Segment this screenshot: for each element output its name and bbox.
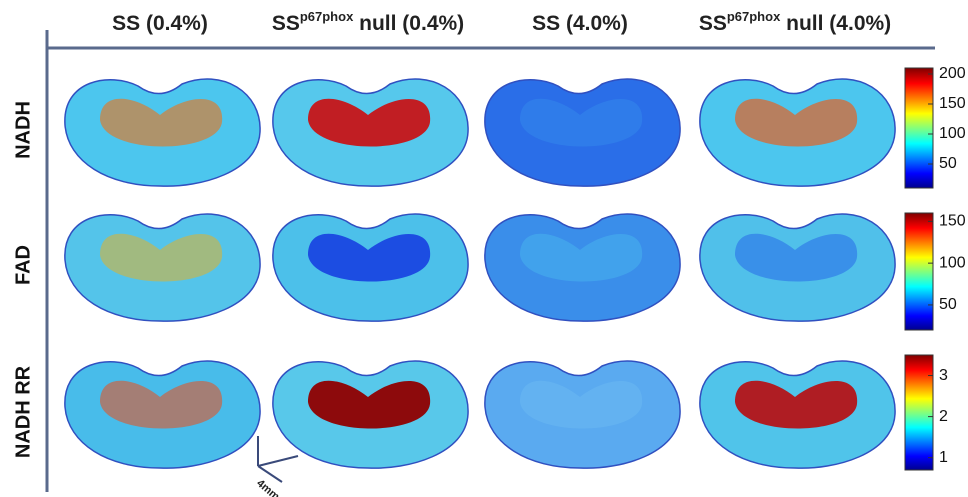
kidney-image <box>64 78 261 187</box>
header-text: null (4.0%) <box>780 12 891 35</box>
kidney-tissue <box>484 213 681 322</box>
header-text: null (0.4%) <box>353 12 464 35</box>
kidney-tissue <box>484 360 681 469</box>
header-text: (4.0%) <box>560 12 628 35</box>
colorbar-tick-label: 50 <box>939 155 957 172</box>
kidney-image <box>484 78 681 187</box>
kidney-core <box>520 98 643 147</box>
column-header: SSp67phox null (4.0%) <box>699 9 891 34</box>
kidney-core <box>308 380 431 429</box>
kidney-image <box>699 213 896 322</box>
kidney-tissue <box>64 213 261 322</box>
colorbar-tick-label: 150 <box>939 95 966 112</box>
row-label: FAD <box>12 245 34 285</box>
kidney-core <box>735 380 858 429</box>
kidney-image <box>64 360 261 469</box>
colorbar <box>904 354 934 471</box>
colorbar-tick-label: 3 <box>939 367 948 384</box>
superscript: p67phox <box>300 9 354 24</box>
kidney-image <box>272 360 469 469</box>
kidney-core <box>735 98 858 147</box>
header-text: (0.4%) <box>140 12 208 35</box>
header-text: SS <box>532 12 560 35</box>
colorbar <box>904 212 934 331</box>
kidney-core <box>735 233 858 282</box>
colorbar <box>904 67 934 189</box>
column-header: SSp67phox null (0.4%) <box>272 9 464 34</box>
colorbar-tick-label: 100 <box>939 125 966 142</box>
header-text: SS <box>699 12 727 35</box>
row-label: NADH RR <box>12 365 34 458</box>
colorbar-tick-label: 2 <box>939 408 948 425</box>
kidney-image <box>484 360 681 469</box>
colorbar-tick-label: 50 <box>939 296 957 313</box>
row-label: NADH <box>12 101 34 159</box>
column-header: SS (0.4%) <box>112 12 208 35</box>
kidney-image <box>272 78 469 187</box>
colorbar-tick-label: 150 <box>939 213 966 230</box>
colorbar-tick-label: 1 <box>939 449 948 466</box>
scale-axes <box>257 436 299 483</box>
kidney-image <box>272 213 469 322</box>
kidney-core <box>308 98 431 147</box>
kidney-core <box>520 233 643 282</box>
kidney-image <box>484 213 681 322</box>
header-text: SS <box>112 12 140 35</box>
header-text: SS <box>272 12 300 35</box>
kidney-core <box>100 380 223 429</box>
kidney-core <box>308 233 431 282</box>
superscript: p67phox <box>727 9 781 24</box>
kidney-image <box>699 78 896 187</box>
kidney-image <box>699 360 896 469</box>
kidney-core <box>100 98 223 147</box>
colorbar-tick-label: 200 <box>939 65 966 82</box>
kidney-image <box>64 213 261 322</box>
column-header: SS (4.0%) <box>532 12 628 35</box>
kidney-core <box>520 380 643 429</box>
kidney-core <box>100 233 223 282</box>
colorbar-tick-label: 100 <box>939 254 966 271</box>
kidney-tissue <box>484 78 681 187</box>
